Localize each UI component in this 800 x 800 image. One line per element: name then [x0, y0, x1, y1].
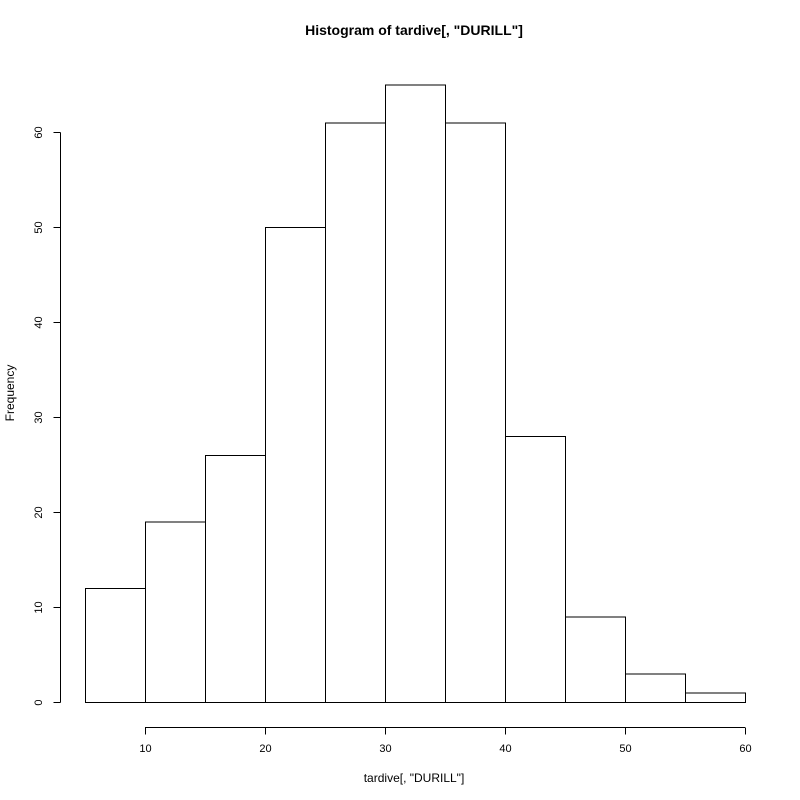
- x-tick-label-4: 50: [619, 743, 631, 755]
- y-tick-label-0: 0: [33, 699, 45, 705]
- histogram-bar-2: [205, 455, 266, 703]
- histogram-bar-9: [625, 673, 686, 703]
- x-axis: 10 20 30 40 50 60: [139, 727, 752, 755]
- histogram-bar-7: [505, 436, 566, 703]
- histogram-bar-1: [145, 521, 206, 703]
- histogram-bar-10: [685, 692, 746, 703]
- chart-title: Histogram of tardive[, "DURILL"]: [305, 22, 523, 38]
- histogram-bar-3: [265, 227, 326, 703]
- histogram-bar-5: [385, 84, 446, 703]
- y-tick-label-5: 50: [33, 221, 45, 233]
- x-tick-label-1: 20: [259, 743, 271, 755]
- x-tick-label-2: 30: [379, 743, 391, 755]
- y-axis: 0 10 20 30 40 50 60: [33, 126, 61, 706]
- y-tick-label-2: 20: [33, 506, 45, 518]
- y-tick-label-6: 60: [33, 126, 45, 138]
- y-axis-label: Frequency: [3, 365, 17, 422]
- y-tick-label-1: 10: [33, 601, 45, 613]
- x-axis-label: tardive[, "DURILL"]: [364, 771, 465, 785]
- bars-group: [85, 84, 746, 703]
- histogram-bar-8: [565, 616, 626, 703]
- histogram-bar-6: [445, 122, 506, 703]
- x-tick-label-3: 40: [499, 743, 511, 755]
- histogram-bar-0: [85, 588, 146, 703]
- x-tick-label-0: 10: [139, 743, 151, 755]
- y-tick-label-3: 30: [33, 411, 45, 423]
- histogram-bar-4: [325, 122, 386, 703]
- x-tick-label-5: 60: [739, 743, 751, 755]
- y-tick-label-4: 40: [33, 316, 45, 328]
